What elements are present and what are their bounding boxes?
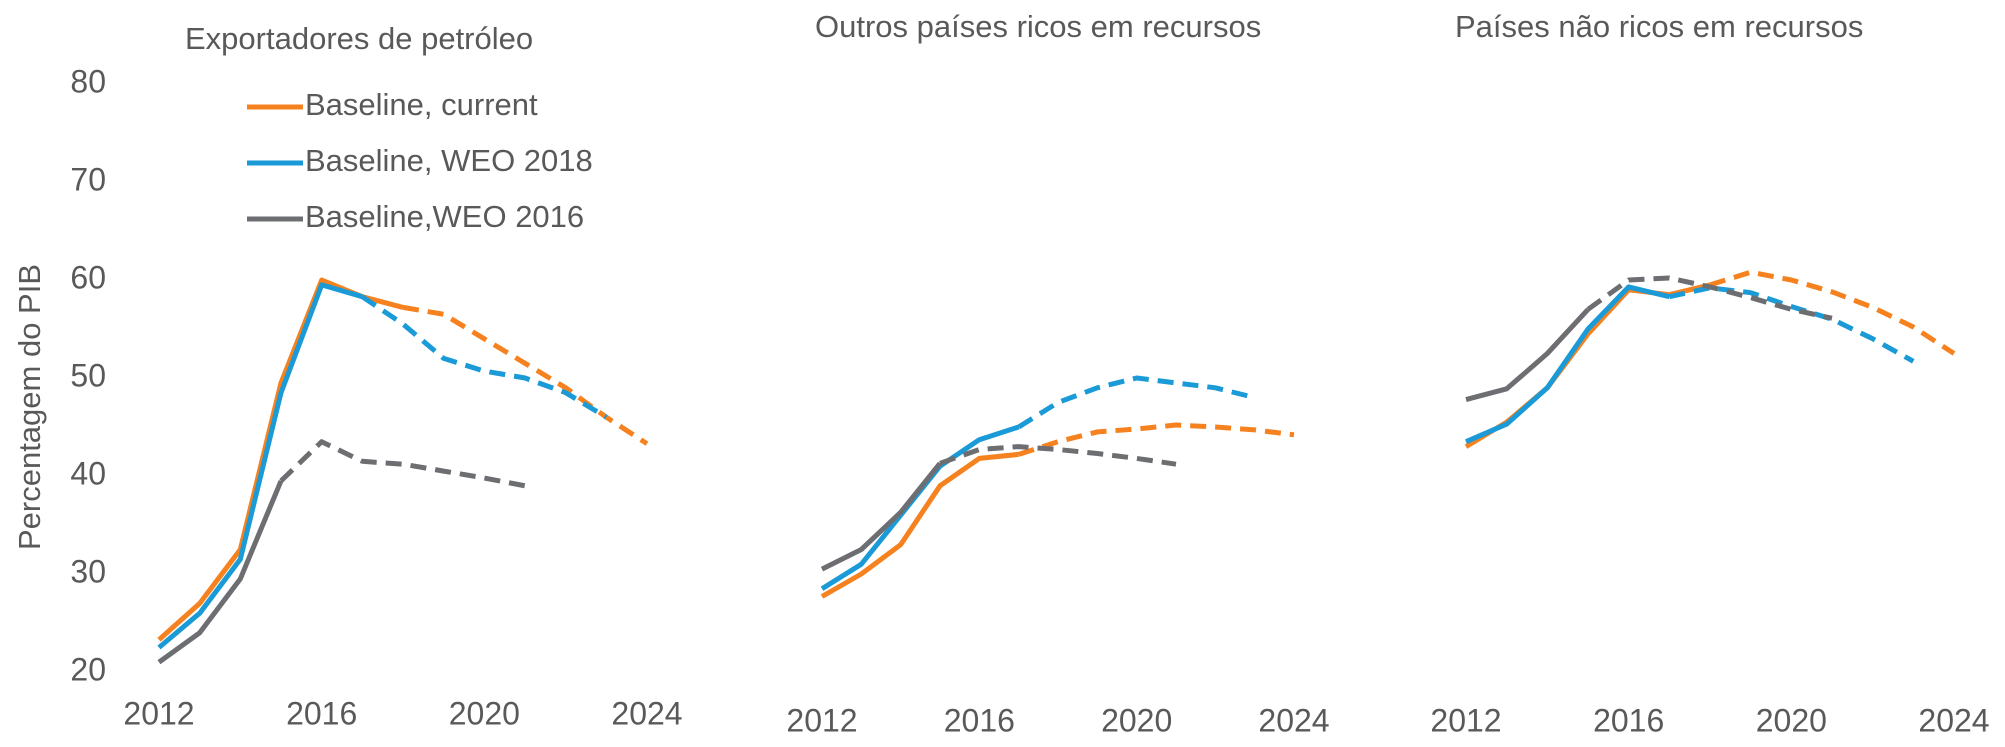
series-line xyxy=(820,461,942,572)
legend-label: Baseline, WEO 2018 xyxy=(305,143,593,178)
series-line xyxy=(157,282,363,650)
chart-title: Exportadores de petróleo xyxy=(185,21,533,56)
y-tick-label: 30 xyxy=(70,553,106,589)
chart-title: Países não ricos em recursos xyxy=(1455,9,1863,44)
x-tick-label: 2016 xyxy=(944,702,1015,738)
y-tick-label: 70 xyxy=(70,161,106,197)
series-line xyxy=(1017,375,1256,430)
y-axis-label: Percentagem do PIB xyxy=(12,264,47,550)
y-tick-label: 20 xyxy=(70,651,106,687)
series-line xyxy=(1017,422,1295,457)
series-line xyxy=(1465,284,1670,444)
series-line xyxy=(1586,275,1833,321)
series-line xyxy=(360,294,608,420)
x-tick-label: 2020 xyxy=(1101,702,1172,738)
legend-label: Baseline,WEO 2016 xyxy=(305,199,584,234)
y-tick-label: 80 xyxy=(70,63,106,99)
x-tick-label: 2024 xyxy=(1918,702,1989,738)
series-line xyxy=(1465,307,1590,403)
x-tick-label: 2012 xyxy=(1430,702,1501,738)
y-tick-label: 60 xyxy=(70,259,106,295)
x-tick-label: 2020 xyxy=(1756,702,1827,738)
x-tick-label: 2016 xyxy=(1593,702,1664,738)
series-line xyxy=(157,479,284,665)
x-tick-label: 2020 xyxy=(449,695,520,731)
x-tick-label: 2012 xyxy=(123,695,194,731)
x-tick-label: 2024 xyxy=(1258,702,1329,738)
series-line xyxy=(820,451,1019,599)
x-tick-label: 2024 xyxy=(611,695,682,731)
y-tick-label: 50 xyxy=(70,357,106,393)
y-tick-label: 40 xyxy=(70,455,106,491)
legend-label: Baseline, current xyxy=(305,87,538,122)
x-tick-label: 2012 xyxy=(786,702,857,738)
x-tick-label: 2016 xyxy=(286,695,357,731)
series-line xyxy=(279,439,526,489)
series-line xyxy=(1668,285,1915,364)
series-line xyxy=(1709,269,1956,356)
chart-title: Outros países ricos em recursos xyxy=(815,9,1261,44)
